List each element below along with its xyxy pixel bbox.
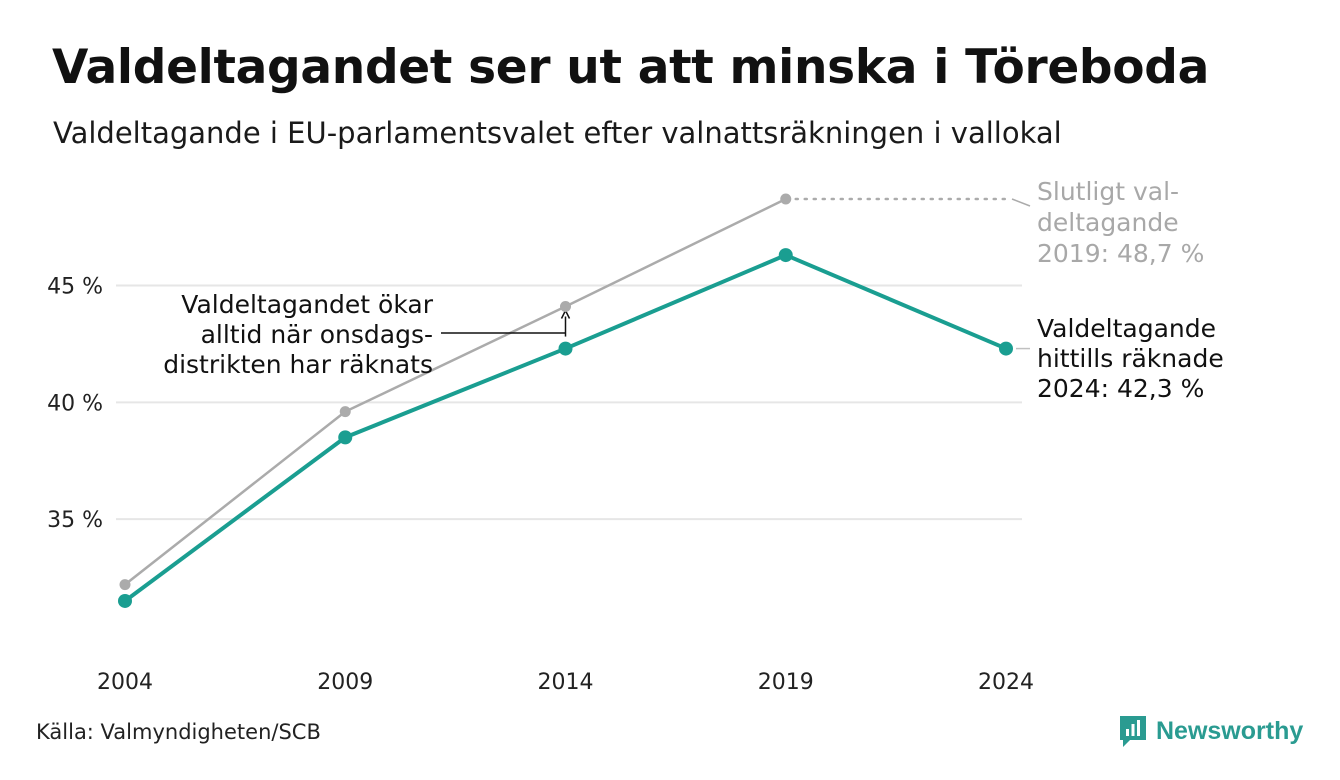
annotation-preliminary-line-3: 2024: 42,3 %	[1037, 374, 1204, 403]
x-tick-label-2004: 2004	[97, 670, 153, 695]
point-final-2014	[560, 301, 571, 313]
point-preliminary-2004	[118, 593, 132, 608]
x-axis-labels: 2004 2009 2014 2019 2024	[97, 670, 1034, 695]
annotation-final-line-1: Slutligt val-	[1037, 177, 1179, 206]
annotation-wednesday-line-1: Valdeltagandet ökar	[181, 290, 433, 319]
y-tick-label-45: 45 %	[47, 274, 103, 299]
series-line-final	[124, 197, 787, 586]
x-tick-label-2024: 2024	[978, 670, 1034, 695]
brand-logo: Newsworthy	[1118, 713, 1303, 749]
x-tick-label-2009: 2009	[317, 670, 373, 695]
annotation-preliminary-2024: Valdeltagande hittills räknade 2024: 42,…	[1037, 314, 1224, 403]
annotation-wednesday-line-3: distrikten har räknats	[163, 350, 433, 379]
point-final-2019	[780, 193, 792, 205]
data-points	[118, 193, 1013, 608]
source-note: Källa: Valmyndigheten/SCB	[36, 720, 321, 744]
annotation-final-line-2: deltagande	[1037, 208, 1179, 237]
brand-name: Newsworthy	[1156, 716, 1304, 745]
annotation-final-2019: Slutligt val- deltagande 2019: 48,7 %	[1037, 177, 1204, 268]
annotation-preliminary-line-1: Valdeltagande	[1037, 314, 1216, 343]
series-lines	[123, 197, 1007, 603]
y-tick-label-35: 35 %	[47, 508, 103, 533]
annotations: Slutligt val- deltagande 2019: 48,7 % Va…	[163, 177, 1223, 403]
annotation-final-line-3: 2019: 48,7 %	[1037, 239, 1204, 268]
gridlines	[116, 284, 1022, 521]
annotation-connectors	[441, 197, 1031, 350]
x-tick-label-2014: 2014	[538, 670, 594, 695]
annotation-wednesday-line-2: alltid när onsdags-	[201, 320, 433, 349]
x-tick-label-2019: 2019	[758, 670, 814, 695]
line-chart: 35 % 40 % 45 % 2004 2009 2014 2019 2024 Slutli…	[47, 177, 1224, 695]
chart-subtitle: Valdeltagande i EU-parlamentsvalet efter…	[53, 116, 1062, 150]
point-preliminary-2009	[338, 430, 353, 445]
point-final-2004	[119, 579, 131, 591]
point-preliminary-2014	[558, 341, 573, 356]
point-preliminary-2024	[999, 341, 1013, 356]
point-preliminary-2019	[778, 248, 793, 263]
y-tick-label-40: 40 %	[47, 391, 103, 416]
point-final-2009	[339, 406, 351, 418]
y-axis-labels: 35 % 40 % 45 %	[47, 274, 103, 533]
newsworthy-logo-icon	[1120, 716, 1146, 747]
annotation-wednesday-districts: Valdeltagandet ökar alltid när onsdags- …	[163, 290, 433, 379]
annotation-preliminary-line-2: hittills räknade	[1037, 344, 1224, 373]
chart-title: Valdeltagandet ser ut att minska i Töreb…	[52, 40, 1210, 95]
final-leader-tick	[1011, 198, 1031, 207]
